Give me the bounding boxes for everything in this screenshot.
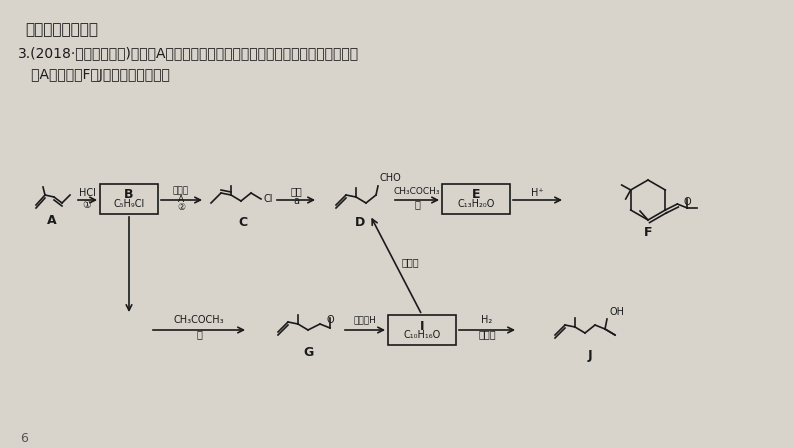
Bar <box>388 315 456 345</box>
Text: I: I <box>420 320 424 333</box>
Text: CHO: CHO <box>380 173 402 183</box>
Text: 3.(2018·浙江湖州二中)化合物A是一种重要的化工原料，常用于合成橡胶、香料等。: 3.(2018·浙江湖州二中)化合物A是一种重要的化工原料，常用于合成橡胶、香料… <box>18 46 359 60</box>
Text: E: E <box>472 189 480 202</box>
Text: D: D <box>355 215 365 228</box>
Text: 化合物H: 化合物H <box>353 316 376 325</box>
Text: H₂: H₂ <box>481 315 492 325</box>
Text: A: A <box>47 214 57 227</box>
Text: 用A合成香料F和J的合成路线如下：: 用A合成香料F和J的合成路线如下： <box>18 68 170 82</box>
Text: C₁₃H₂₀O: C₁₃H₂₀O <box>457 199 495 209</box>
Text: 碱: 碱 <box>196 329 202 339</box>
Text: 催化剂: 催化剂 <box>478 329 495 339</box>
Text: B: B <box>124 189 133 202</box>
Text: HCl: HCl <box>79 188 95 198</box>
Text: J: J <box>588 349 592 362</box>
Text: 考点三：加聚反应: 考点三：加聚反应 <box>25 22 98 37</box>
Text: H⁺: H⁺ <box>530 188 543 198</box>
Text: ①: ① <box>83 200 91 210</box>
Text: C₅H₉Cl: C₅H₉Cl <box>114 199 145 209</box>
Text: 碱: 碱 <box>414 199 420 209</box>
Text: 化合物: 化合物 <box>173 186 189 195</box>
Text: C₁₀H₁₆O: C₁₀H₁₆O <box>403 330 441 340</box>
Text: a: a <box>293 196 299 206</box>
Text: 催化剂: 催化剂 <box>401 257 418 267</box>
Text: ②: ② <box>177 203 185 212</box>
Text: A: A <box>178 194 184 203</box>
Text: G: G <box>303 346 313 358</box>
Text: 试剂: 试剂 <box>290 186 302 196</box>
Text: 6: 6 <box>20 431 28 444</box>
Text: F: F <box>644 225 652 239</box>
Text: O: O <box>684 197 691 207</box>
Bar <box>100 184 158 214</box>
Text: CH₃COCH₃: CH₃COCH₃ <box>174 315 225 325</box>
Text: OH: OH <box>609 307 624 317</box>
Text: O: O <box>326 315 333 325</box>
Text: CH₃COCH₃: CH₃COCH₃ <box>394 186 440 195</box>
Bar <box>442 184 510 214</box>
Text: Cl: Cl <box>263 194 272 204</box>
Text: C: C <box>238 215 248 228</box>
